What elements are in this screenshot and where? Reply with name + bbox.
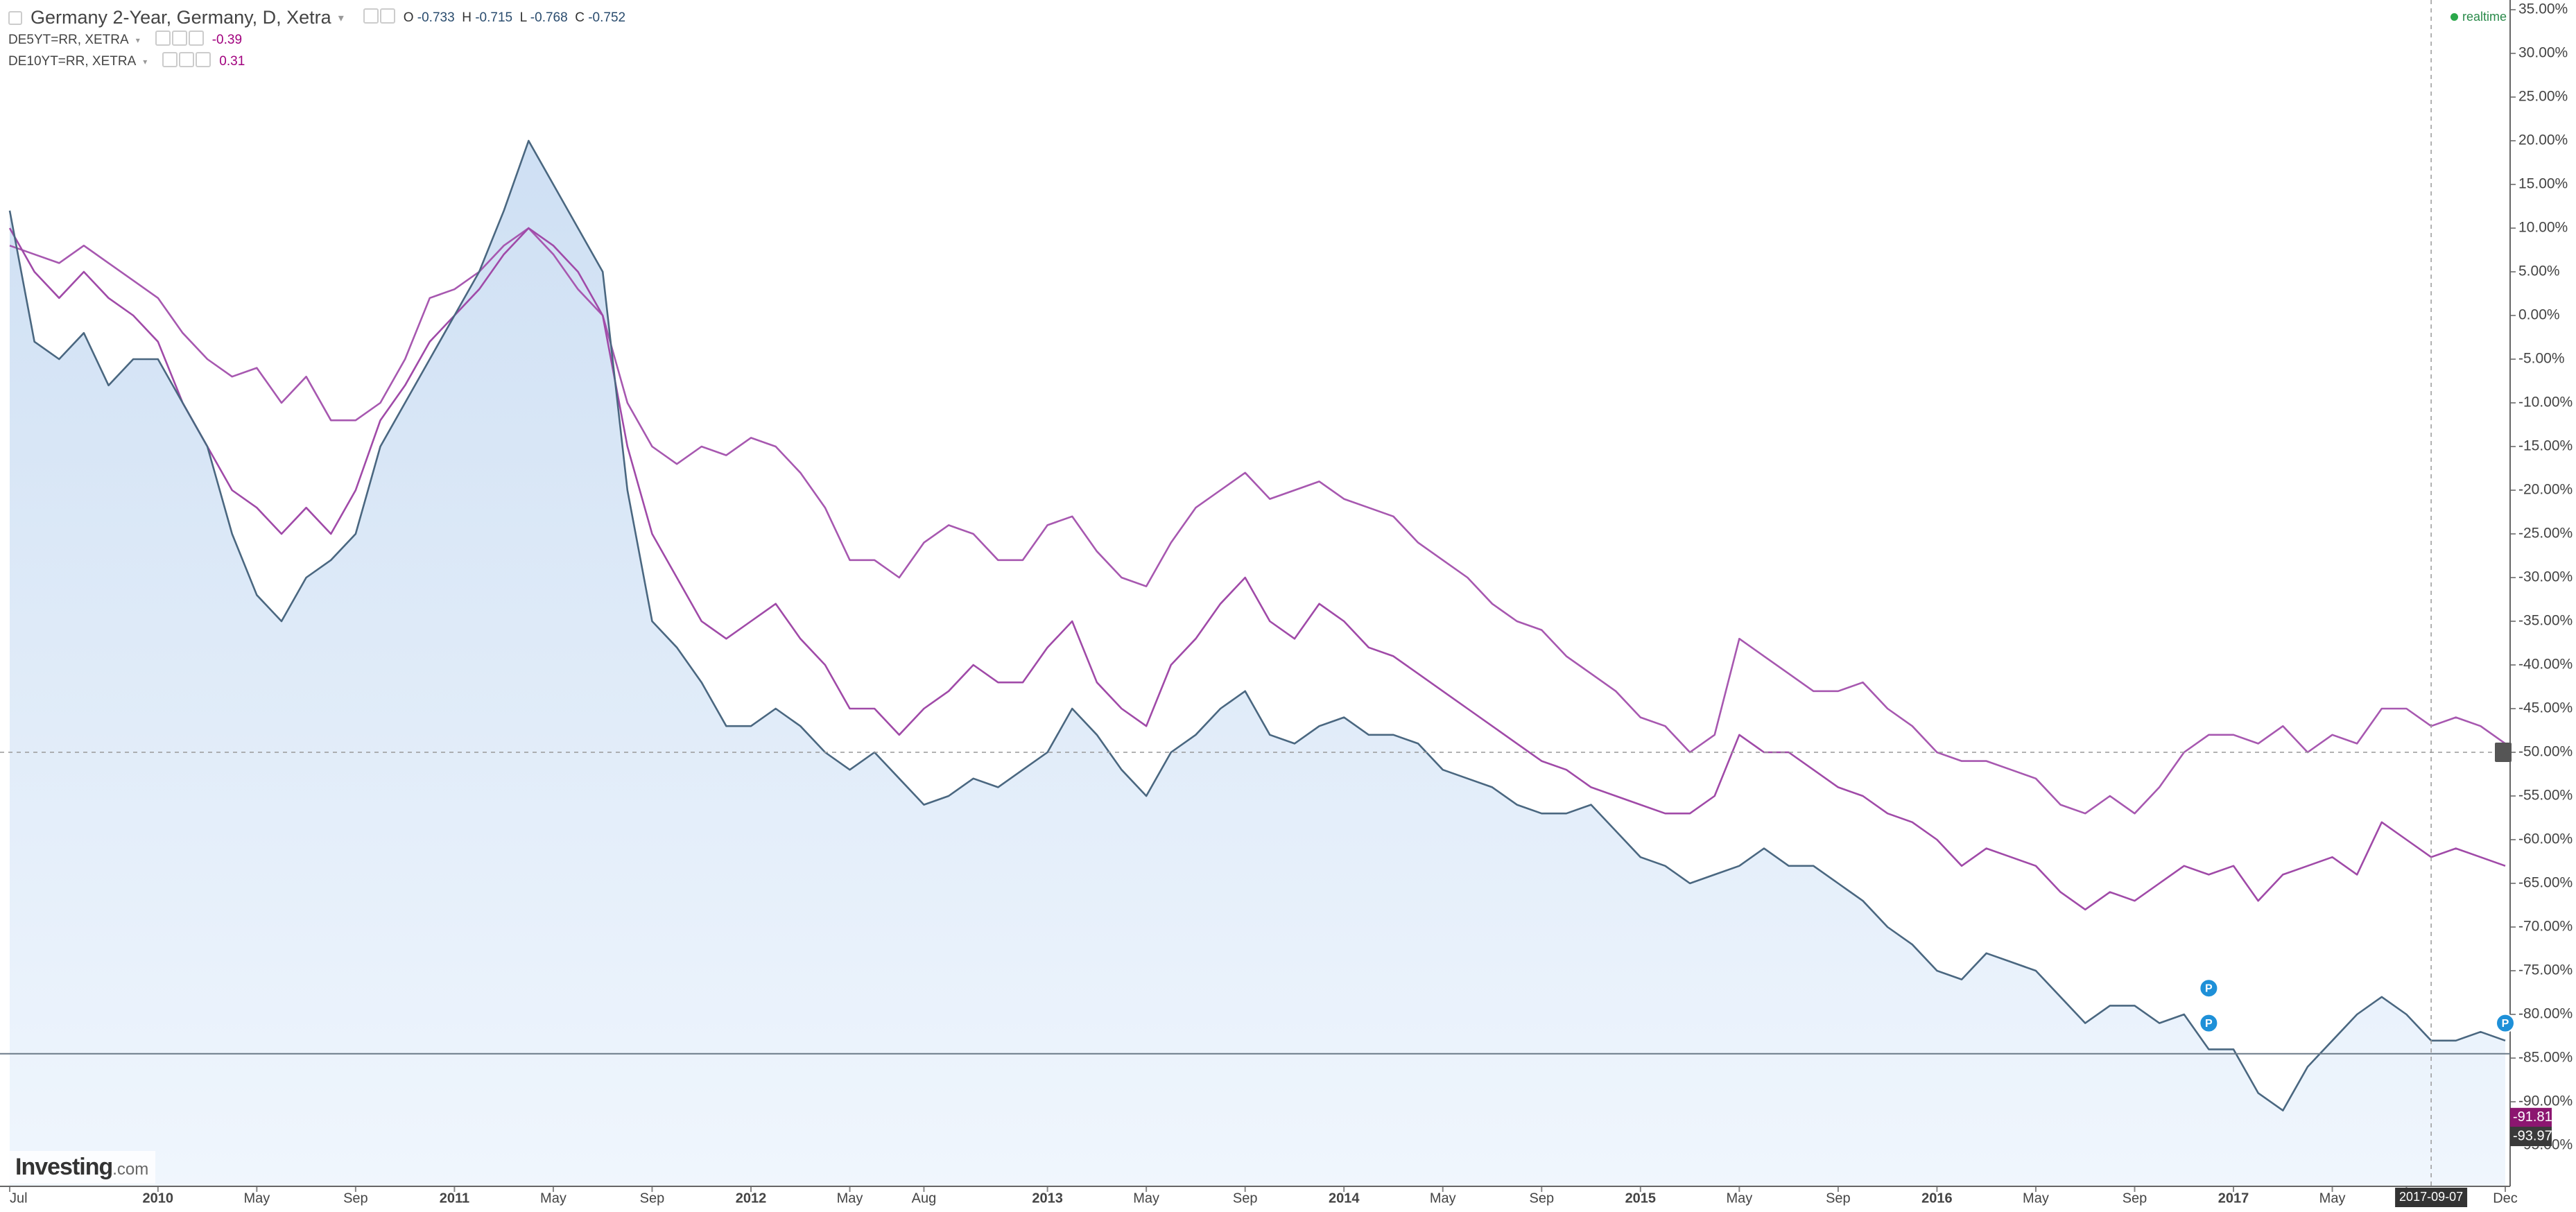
dropdown[interactable]: ▾ (338, 12, 344, 24)
event-marker-label: P (2502, 1018, 2509, 1030)
x-tick-label: May (243, 1191, 270, 1206)
x-tick-label: Aug (912, 1191, 937, 1206)
x-tick-label: 2017 (2218, 1191, 2249, 1206)
series-line (9, 227, 2506, 815)
x-tick-label: May (2023, 1191, 2049, 1206)
crosshair-date: 2017-09-07 (2399, 1190, 2463, 1204)
series-name: DE10YT=RR, XETRA (8, 54, 137, 69)
y-tick-label: -85.00% (2518, 1050, 2573, 1066)
x-tick-label: Sep (640, 1191, 665, 1206)
y-tick-label: 10.00% (2518, 220, 2568, 236)
y-tick-label: -30.00% (2518, 569, 2573, 585)
collapse-icon[interactable] (8, 10, 22, 25)
x-tick-label: Jul (10, 1191, 28, 1206)
logo-suffix: .com (112, 1160, 149, 1179)
y-tick-label: -65.00% (2518, 875, 2573, 891)
x-tick-label: 2014 (1329, 1191, 1360, 1206)
x-tick-label: 2016 (1921, 1191, 1953, 1206)
event-marker (2199, 1013, 2219, 1033)
series-line (8, 227, 2506, 911)
x-tick-label: 2015 (1625, 1191, 1657, 1206)
symbol-name: Germany 2-Year, Germany, D, Xetra (31, 7, 331, 28)
ohlc-l: -0.768 (530, 10, 568, 25)
ohlc: O -0.733 H -0.715 L -0.768 C -0.752 (403, 10, 626, 25)
header-main: Germany 2-Year, Germany, D, Xetra ▾ O -0… (8, 7, 625, 28)
x-tick-label: May (1133, 1191, 1159, 1206)
x-tick-label: May (837, 1191, 863, 1206)
y-tick-label: 25.00% (2518, 89, 2568, 105)
y-tick-label: -75.00% (2518, 962, 2573, 978)
ohlc-c: -0.752 (588, 10, 626, 25)
status: realtime (2450, 10, 2507, 24)
x-tick-label: May (1726, 1191, 1752, 1206)
event-marker-label: P (2205, 982, 2213, 994)
x-tick-label: May (2319, 1191, 2346, 1206)
status-text: realtime (2462, 10, 2507, 24)
event-marker (2199, 978, 2219, 998)
ohlc-h: -0.715 (475, 10, 513, 25)
y-tick-label: 30.00% (2518, 45, 2568, 61)
header-series-2: DE10YT=RR, XETRA ▾ 0.31 (8, 52, 245, 71)
logo-name: Investing (15, 1154, 113, 1180)
y-tick-label: -50.00% (2518, 744, 2573, 760)
x-tick-label: 2011 (440, 1191, 469, 1206)
y-tick-label: 0.00% (2518, 307, 2560, 323)
y-tick-label: -80.00% (2518, 1006, 2573, 1022)
x-tick-label: 2012 (736, 1191, 767, 1206)
icons (363, 7, 397, 28)
y-tick-label: -45.00% (2518, 700, 2573, 716)
y-tick-label: 20.00% (2518, 132, 2568, 148)
price-label-box (2510, 1127, 2552, 1147)
y-tick-label: 5.00% (2518, 263, 2560, 279)
y-tick-label: -35.00% (2518, 613, 2573, 629)
y-tick-label: 35.00% (2518, 1, 2568, 17)
x-tick-label: Sep (2123, 1191, 2147, 1206)
price-label: -93.97 (2513, 1128, 2552, 1143)
x-tick-label: Sep (343, 1191, 368, 1206)
y-tick-label: -25.00% (2518, 526, 2573, 542)
x-tick-label: Sep (1529, 1191, 1554, 1206)
x-tick-label: Sep (1233, 1191, 1258, 1206)
header-series-1: DE5YT=RR, XETRA ▾ -0.39 (8, 31, 242, 50)
ohlc-o: -0.733 (417, 10, 455, 25)
y-tick-label: -5.00% (2518, 351, 2565, 367)
x-tick-label: 2013 (1032, 1191, 1063, 1206)
series-name: DE5YT=RR, XETRA (8, 33, 129, 47)
y-tick-label: -90.00% (2518, 1093, 2573, 1109)
series-last: -0.39 (211, 33, 243, 47)
y-tick-label: 15.00% (2518, 176, 2568, 192)
price-label: -91.81 (2513, 1109, 2552, 1125)
x-tick-label: May (1430, 1191, 1456, 1206)
event-marker (2496, 1013, 2515, 1033)
x-tick-label: Dec (2493, 1191, 2518, 1206)
event-marker-label: P (2205, 1018, 2213, 1030)
area (10, 141, 2505, 1186)
x-tick-label: 2010 (143, 1191, 174, 1206)
y-tick-label: -15.00% (2518, 438, 2573, 454)
price-label-box (2510, 1107, 2552, 1127)
x-tick-label: May (540, 1191, 567, 1206)
logo: Investing.com (8, 1151, 156, 1184)
x-tick-label: Sep (1826, 1191, 1851, 1206)
crosshair-button (2495, 743, 2512, 762)
series-line (8, 139, 2506, 1111)
y-tick-label: -70.00% (2518, 919, 2573, 935)
crosshair-date-box (2395, 1188, 2468, 1207)
y-tick-label: -10.00% (2518, 395, 2573, 410)
y-tick-label: -20.00% (2518, 482, 2573, 498)
y-tick-label: -55.00% (2518, 788, 2573, 804)
series-last: 0.31 (219, 54, 245, 69)
y-tick-label: -60.00% (2518, 831, 2573, 847)
y-tick-label: -40.00% (2518, 657, 2573, 673)
